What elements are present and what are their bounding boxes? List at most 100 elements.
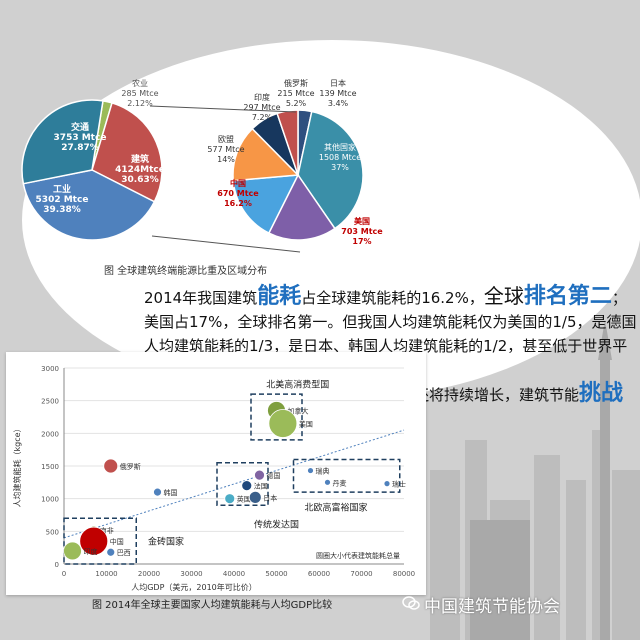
point-label: 日本 [263,493,277,502]
x-tick-label: 60000 [308,570,330,578]
point-label: 瑞典 [316,467,330,476]
point-label: 印度 [84,547,98,556]
energy-sector-pie [21,99,163,241]
sector-label: 建筑 [131,153,149,165]
region-slice [232,127,300,182]
pie-caption: 图 全球建筑终端能源比重及区域分布 [104,266,268,277]
region-slice [232,174,300,235]
sector-slice [91,101,163,203]
highlight-energy: 能耗 [257,284,302,309]
y-tick-label: 2500 [41,398,59,406]
region-value-label: 215 Mtce [277,89,314,98]
region-value-label: 703 Mtce [341,227,383,236]
sector-pct-label: 30.63% [121,175,159,185]
region-label: 日本 [330,78,346,88]
x-tick-label: 0 [62,570,66,578]
data-point [307,467,314,474]
region-label: 美国 [354,216,370,226]
region-value-label: 577 Mtce [207,145,244,154]
group-box [63,517,137,565]
y-tick-label: 500 [46,528,59,536]
y-tick-label: 1500 [41,463,59,471]
region-pct-label: 7.2% [252,113,273,122]
x-tick-label: 50000 [265,570,287,578]
region-value-label: 670 Mtce [217,189,259,198]
data-point [268,409,298,438]
region-value-label: 139 Mtce [319,89,356,98]
point-label: 中国 [110,537,124,546]
region-slice [267,173,336,241]
data-point [103,458,119,474]
region-label: 印度 [254,92,270,102]
watermark-text: 中国建筑节能协会 [424,597,560,617]
group-label: 金砖国家 [148,535,184,547]
data-point [383,480,391,488]
region-pct-label: 37% [331,163,349,172]
sector-slice [22,169,156,241]
point-label: 法国 [254,482,268,491]
group-box [216,461,269,506]
y-tick-label: 1000 [41,496,59,504]
region-pct-label: 16.2% [224,199,252,208]
y-tick-label: 3000 [41,365,59,373]
data-point [324,478,331,486]
connector-line-top [149,105,297,113]
point-label: 美国 [299,420,313,429]
x-tick-label: 70000 [350,570,372,578]
data-point [241,480,253,492]
para-text: 全球 [483,284,524,308]
data-point [106,547,116,557]
point-label: 加拿大 [288,406,309,415]
y-axis-label: 人均建筑能耗（kgce） [12,424,22,507]
point-label: 丹麦 [333,478,347,487]
sector-value-label: 5302 Mtce [36,195,89,205]
region-pct-label: 3.4% [328,99,349,108]
x-tick-label: 30000 [180,570,202,578]
data-point [248,490,262,504]
group-label: 传统发达国 [254,518,299,530]
point-label: 俄罗斯 [120,462,141,471]
point-label: 巴西 [117,549,131,557]
sector-slice [21,99,104,185]
sector-pct-label: 39.38% [43,205,81,215]
sector-value-label: 4124Mtce [115,165,165,175]
para-text: 2014年我国建筑 [144,289,258,307]
region-pct-label: 5.2% [286,99,307,108]
sector-label: 工业 [53,183,71,195]
x-tick-label: 10000 [95,570,117,578]
region-label: 中国 [230,178,246,188]
chart-note: 圆圈大小代表建筑能耗总量 [316,551,400,560]
sector-value-label: 285 Mtce [121,89,158,98]
point-label: 瑞士 [392,480,406,489]
group-box [250,393,303,441]
scatter-caption: 图 2014年全球主要国家人均建筑能耗与人均GDP比较 [92,600,333,611]
group-label: 北美高消费型国 [266,379,329,391]
region-label: 俄罗斯 [284,78,308,88]
region-distribution-pie [232,109,364,241]
region-value-label: 297 Mtce [243,103,280,112]
region-pct-label: 14% [217,155,235,164]
sector-label: 农业 [132,78,148,88]
region-pct-label: 17% [352,237,371,246]
para-text: 占全球建筑能耗的16.2%， [301,289,484,307]
data-point [79,526,109,556]
trend-line [63,429,405,539]
region-label: 其他国家 [324,142,356,152]
data-point [224,493,236,505]
sector-label: 交通 [71,121,89,133]
connector-line-bottom [151,235,301,253]
sector-value-label: 3753 Mtce [54,133,107,143]
wechat-icon [402,596,420,610]
point-label: 韩国 [164,488,178,497]
x-axis-label: 人均GDP（美元，2010年可比价） [131,582,257,592]
sector-pct-label: 2.12% [127,99,153,108]
group-label: 北欧高富裕国家 [304,501,367,513]
data-point [153,487,162,497]
point-label: 英国 [237,495,251,504]
y-tick-label: 0 [55,561,59,569]
region-label: 欧盟 [218,134,234,144]
region-slice [276,109,299,176]
x-tick-label: 20000 [138,570,160,578]
